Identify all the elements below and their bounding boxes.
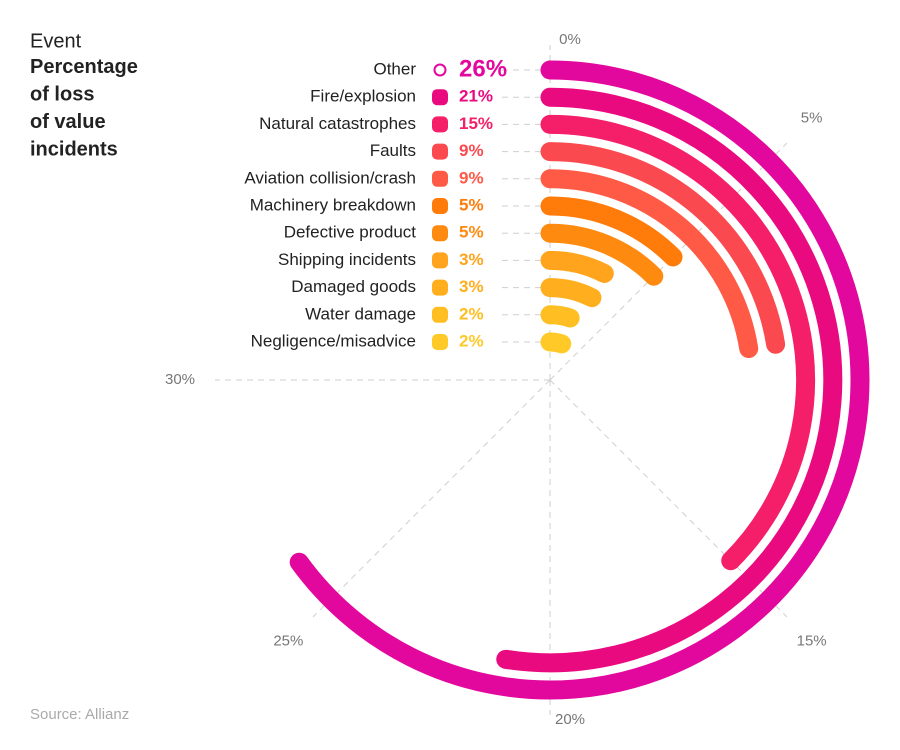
bar <box>540 305 580 328</box>
tick-label: 30% <box>165 371 195 388</box>
value-label: 26% <box>459 55 507 82</box>
bar <box>540 278 602 308</box>
category-label: Aviation collision/crash <box>244 168 416 187</box>
value-label: 15% <box>459 114 493 133</box>
bar <box>540 114 816 571</box>
icon <box>432 170 448 187</box>
icon <box>432 116 448 133</box>
category-label: Machinery breakdown <box>250 195 416 214</box>
bar <box>540 142 786 354</box>
chart-title: Percentage of loss of value incidents <box>30 56 138 161</box>
tick-label: 25% <box>273 633 303 650</box>
tick-label: 0% <box>559 31 581 48</box>
icon <box>432 252 448 269</box>
tick-label: 20% <box>555 711 585 728</box>
bar <box>540 169 759 359</box>
axis-label: Event <box>30 30 82 52</box>
icon <box>432 334 448 350</box>
category-label: Damaged goods <box>291 277 416 296</box>
category-label: Water damage <box>305 304 416 323</box>
value-label: 2% <box>459 331 484 350</box>
bar <box>289 60 870 700</box>
category-label: Natural catastrophes <box>259 114 416 133</box>
value-label: 5% <box>459 223 484 242</box>
tick-label: 5% <box>801 109 823 126</box>
category-label: Faults <box>370 141 416 160</box>
value-label: 5% <box>459 195 484 214</box>
icon <box>432 225 448 242</box>
tick-label: 15% <box>797 633 827 650</box>
category-label: Fire/explosion <box>310 87 416 106</box>
bar <box>540 250 614 283</box>
value-label: 3% <box>459 250 484 269</box>
icon <box>432 198 448 214</box>
source: Source: Allianz <box>30 706 129 723</box>
value-label: 21% <box>459 87 493 106</box>
value-label: 9% <box>459 141 484 160</box>
icon <box>432 89 448 106</box>
bar <box>496 87 843 673</box>
icon <box>433 63 447 77</box>
category-label: Shipping incidents <box>278 250 416 269</box>
bar <box>540 223 664 286</box>
category-label: Negligence/misadvice <box>251 331 416 350</box>
bar <box>540 196 683 267</box>
category-label: Defective product <box>284 223 417 242</box>
value-label: 9% <box>459 168 484 187</box>
category-label: Other <box>373 59 416 78</box>
bar <box>540 332 572 354</box>
icon <box>432 279 448 296</box>
grid-line <box>312 379 551 618</box>
value-label: 3% <box>459 277 484 296</box>
icon <box>432 306 448 323</box>
value-label: 2% <box>459 304 484 323</box>
icon <box>432 143 448 160</box>
